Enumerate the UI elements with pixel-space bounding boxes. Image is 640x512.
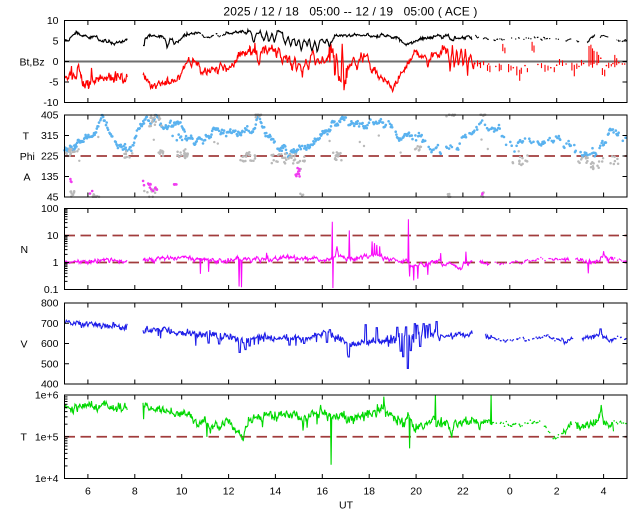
svg-text:45: 45 <box>47 192 59 204</box>
svg-text:N: N <box>21 244 29 256</box>
svg-text:22: 22 <box>457 486 469 498</box>
svg-text:18: 18 <box>363 486 375 498</box>
svg-text:20: 20 <box>410 486 422 498</box>
svg-text:A: A <box>24 171 31 183</box>
svg-text:-10: -10 <box>43 97 58 109</box>
svg-text:500: 500 <box>41 358 59 370</box>
svg-text:1: 1 <box>53 257 59 269</box>
svg-text:16: 16 <box>316 486 328 498</box>
svg-text:T: T <box>21 432 28 444</box>
svg-text:10: 10 <box>176 486 188 498</box>
svg-text:6: 6 <box>85 486 91 498</box>
svg-text:1e+5: 1e+5 <box>35 431 59 443</box>
svg-text:5: 5 <box>53 36 59 48</box>
svg-text:0: 0 <box>53 56 59 68</box>
svg-text:315: 315 <box>41 130 59 142</box>
svg-text:400: 400 <box>41 379 59 391</box>
svg-text:405: 405 <box>41 110 59 122</box>
svg-text:8: 8 <box>132 486 138 498</box>
svg-text:600: 600 <box>41 338 59 350</box>
svg-text:225: 225 <box>41 151 59 163</box>
svg-text:1e+4: 1e+4 <box>35 473 59 485</box>
svg-text:800: 800 <box>41 298 59 310</box>
svg-text:Bt,Bz: Bt,Bz <box>20 56 45 68</box>
svg-text:14: 14 <box>270 486 282 498</box>
svg-text:2025 / 12 / 18 05:00 -- 12 /: 2025 / 12 / 18 05:00 -- 12 / 19 05:00 ( … <box>223 5 477 19</box>
svg-text:4: 4 <box>601 486 607 498</box>
svg-text:10: 10 <box>47 15 59 27</box>
svg-text:0.1: 0.1 <box>44 284 59 296</box>
svg-text:12: 12 <box>223 486 235 498</box>
svg-text:700: 700 <box>41 318 59 330</box>
svg-text:UT: UT <box>339 500 354 512</box>
svg-text:100: 100 <box>41 203 59 215</box>
svg-text:1e+6: 1e+6 <box>35 390 59 402</box>
svg-text:2: 2 <box>554 486 560 498</box>
svg-text:0: 0 <box>507 486 513 498</box>
svg-text:135: 135 <box>41 171 59 183</box>
svg-text:10: 10 <box>47 230 59 242</box>
svg-text:-5: -5 <box>49 77 58 89</box>
svg-text:T: T <box>23 130 30 142</box>
svg-text:V: V <box>21 338 28 350</box>
svg-text:Phi: Phi <box>20 151 35 163</box>
